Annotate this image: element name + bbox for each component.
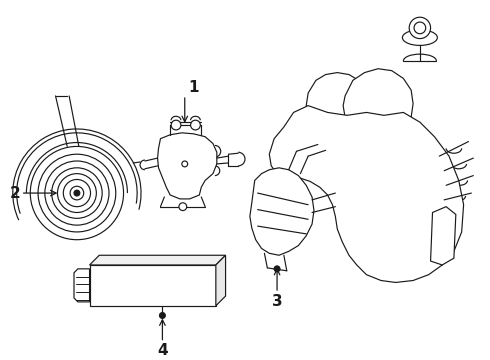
Circle shape bbox=[160, 312, 165, 318]
Circle shape bbox=[274, 266, 280, 272]
Text: 4: 4 bbox=[157, 343, 168, 358]
Circle shape bbox=[74, 190, 80, 196]
Circle shape bbox=[191, 120, 200, 130]
Polygon shape bbox=[343, 69, 413, 140]
Circle shape bbox=[70, 186, 84, 200]
Polygon shape bbox=[306, 73, 367, 133]
Text: 2: 2 bbox=[10, 185, 21, 201]
Text: 1: 1 bbox=[189, 80, 199, 95]
Circle shape bbox=[171, 120, 181, 130]
Circle shape bbox=[182, 161, 188, 167]
Polygon shape bbox=[74, 269, 90, 302]
Circle shape bbox=[409, 17, 431, 39]
Polygon shape bbox=[250, 168, 314, 255]
Polygon shape bbox=[158, 133, 217, 199]
Polygon shape bbox=[216, 255, 225, 306]
Circle shape bbox=[179, 203, 187, 211]
Polygon shape bbox=[431, 207, 456, 265]
Text: 3: 3 bbox=[272, 294, 282, 309]
Polygon shape bbox=[90, 255, 225, 265]
Polygon shape bbox=[90, 265, 216, 306]
Polygon shape bbox=[270, 105, 464, 283]
